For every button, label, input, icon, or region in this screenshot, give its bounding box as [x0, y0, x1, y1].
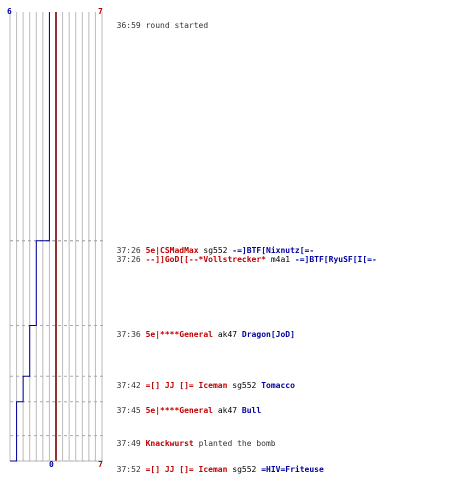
weapon-name: sg552: [232, 465, 257, 474]
event-time: 37:49: [116, 439, 141, 448]
victim-name: Tomacco: [261, 381, 295, 390]
log-row-kill: 37:26 5e|CSMadMax sg552 -=]BTF[Nixnutz[=…: [107, 237, 315, 255]
log-row-bomb-plant: 37:49 Knackwurst planted the bomb: [107, 430, 276, 448]
victim-name: Dragon[JoD]: [241, 330, 295, 339]
series-line-ct: [10, 12, 50, 462]
event-time: 37:42: [116, 381, 141, 390]
killer-name: =[] JJ []= Iceman: [145, 381, 228, 390]
killer-name: --]]GoD[[--*Vollstrecker*: [145, 255, 266, 264]
event-time: 36:59: [116, 21, 141, 30]
planter-name: Knackwurst: [145, 439, 194, 448]
weapon-name: sg552: [232, 381, 257, 390]
event-time: 37:26: [116, 246, 141, 255]
event-text: round started: [145, 21, 209, 30]
log-row-kill: 37:42 =[] JJ []= Iceman sg552 Tomacco: [107, 372, 295, 390]
log-row-kill: 37:45 5e|****General ak47 Bull: [107, 397, 262, 415]
killer-name: 5e|****General: [145, 406, 213, 415]
weapon-name: ak47: [217, 330, 238, 339]
log-row-kill: 37:52 =[] JJ []= Iceman sg552 =HIV=Frite…: [107, 456, 324, 474]
weapon-name: ak47: [217, 406, 238, 415]
blue-team-bottom-count: 0: [49, 460, 54, 469]
log-row-kill: 37:36 5e|****General ak47 Dragon[JoD]: [107, 321, 295, 339]
weapon-name: m4a1: [270, 255, 291, 264]
event-text: planted the bomb: [198, 439, 276, 448]
killer-name: =[] JJ []= Iceman: [145, 465, 228, 474]
red-team-bottom-count: 7: [98, 460, 103, 469]
killer-name: 5e|****General: [145, 330, 213, 339]
event-time: 37:45: [116, 406, 141, 415]
event-time: 37:52: [116, 465, 141, 474]
log-row-round-start: 36:59 round started: [107, 12, 209, 30]
victim-name: -=]BTF[Nixnutz[=-: [232, 246, 315, 255]
blue-team-top-count: 6: [7, 7, 12, 16]
red-team-top-count: 7: [98, 7, 103, 16]
log-row-kill: 37:26 --]]GoD[[--*Vollstrecker* m4a1 -=]…: [107, 246, 377, 264]
weapon-name: sg552: [203, 246, 228, 255]
victim-name: -=]BTF[RyuSF[I[=-: [294, 255, 377, 264]
victim-name: =HIV=Friteuse: [261, 465, 324, 474]
killer-name: 5e|CSMadMax: [145, 246, 199, 255]
victim-name: Bull: [241, 406, 262, 415]
event-time: 37:26: [116, 255, 141, 264]
event-time: 37:36: [116, 330, 141, 339]
